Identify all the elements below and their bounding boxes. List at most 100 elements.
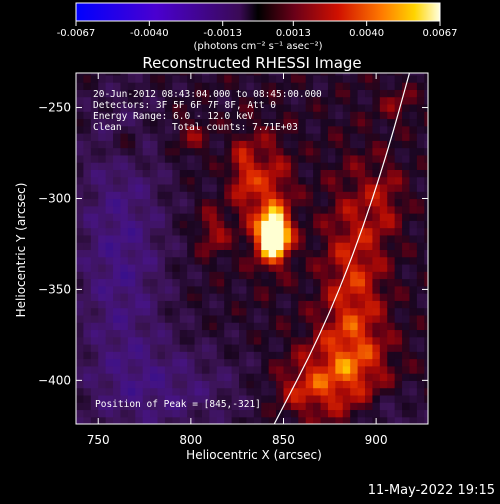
heatmap-cell bbox=[305, 278, 314, 287]
heatmap-cell bbox=[253, 351, 262, 360]
heatmap-cell bbox=[201, 242, 210, 251]
heatmap-cell bbox=[83, 322, 92, 331]
heatmap-cell bbox=[142, 358, 151, 367]
heatmap-cell bbox=[98, 409, 107, 418]
heatmap-cell bbox=[83, 394, 92, 403]
heatmap-cell bbox=[98, 191, 107, 200]
heatmap-cell bbox=[402, 343, 411, 352]
heatmap-cell bbox=[76, 373, 85, 381]
heatmap-cell bbox=[209, 351, 218, 360]
heatmap-cell bbox=[402, 96, 411, 105]
heatmap-cell bbox=[172, 394, 181, 403]
heatmap-cell bbox=[268, 74, 277, 83]
heatmap-cell bbox=[90, 147, 99, 156]
heatmap-cell bbox=[320, 402, 329, 411]
heatmap-cell bbox=[135, 103, 144, 112]
heatmap-cell bbox=[142, 133, 151, 141]
heatmap-cell bbox=[365, 343, 374, 352]
heatmap-cell bbox=[113, 162, 122, 170]
heatmap-cell bbox=[150, 234, 159, 243]
heatmap-cell bbox=[424, 213, 428, 221]
heatmap-cell bbox=[372, 140, 381, 149]
heatmap-cell bbox=[276, 162, 285, 170]
heatmap-cell bbox=[283, 300, 292, 309]
heatmap-cell bbox=[394, 416, 403, 424]
heatmap-cell bbox=[253, 74, 262, 83]
heatmap-cell bbox=[283, 249, 292, 258]
heatmap-cell bbox=[409, 263, 418, 272]
heatmap-cell bbox=[76, 162, 85, 170]
heatmap-cell bbox=[313, 249, 322, 258]
heatmap-cell bbox=[150, 249, 159, 258]
heatmap-cell bbox=[209, 133, 218, 141]
heatmap-cell bbox=[387, 300, 396, 309]
heatmap-cell bbox=[120, 322, 129, 331]
heatmap-cell bbox=[90, 242, 99, 251]
heatmap-cell bbox=[187, 103, 196, 112]
heatmap-cell bbox=[194, 365, 203, 374]
heatmap-cell bbox=[305, 336, 314, 345]
heatmap-cell bbox=[283, 96, 292, 105]
heatmap-cell bbox=[416, 409, 425, 418]
heatmap-cell bbox=[290, 402, 299, 411]
heatmap-cell bbox=[424, 365, 428, 374]
heatmap-cell bbox=[201, 220, 210, 229]
heatmap-cell bbox=[231, 89, 240, 98]
heatmap-cell bbox=[320, 322, 329, 331]
heatmap-cell bbox=[335, 416, 344, 424]
heatmap-cell bbox=[283, 314, 292, 323]
heatmap-cell bbox=[387, 322, 396, 331]
heatmap-cell bbox=[98, 74, 107, 83]
heatmap-cell bbox=[150, 227, 159, 236]
heatmap-cell bbox=[335, 249, 344, 258]
heatmap-cell bbox=[327, 198, 336, 207]
heatmap-cell bbox=[350, 322, 359, 331]
heatmap-cell bbox=[83, 154, 92, 163]
heatmap-cell bbox=[164, 82, 173, 90]
heatmap-cell bbox=[327, 300, 336, 309]
heatmap-cell bbox=[142, 351, 151, 360]
heatmap-cell bbox=[320, 249, 329, 258]
heatmap-cell bbox=[372, 278, 381, 287]
heatmap-cell bbox=[268, 351, 277, 360]
heatmap-cell bbox=[416, 111, 425, 120]
heatmap-cell bbox=[157, 373, 166, 381]
heatmap-cell bbox=[290, 133, 299, 141]
heatmap-cell bbox=[216, 103, 225, 112]
heatmap-cell bbox=[105, 373, 114, 381]
heatmap-cell bbox=[416, 263, 425, 272]
heatmap-cell bbox=[268, 89, 277, 98]
heatmap-cell bbox=[394, 373, 403, 381]
heatmap-cell bbox=[276, 271, 285, 280]
heatmap-cell bbox=[172, 220, 181, 229]
heatmap-cell bbox=[268, 183, 277, 192]
heatmap-cell bbox=[224, 322, 233, 331]
heatmap-cell bbox=[342, 213, 351, 221]
heatmap-cell bbox=[261, 147, 270, 156]
heatmap-cell bbox=[150, 89, 159, 98]
heatmap-cell bbox=[276, 74, 285, 83]
heatmap-cell bbox=[416, 278, 425, 287]
heatmap-cell bbox=[335, 314, 344, 323]
heatmap-cell bbox=[105, 358, 114, 367]
heatmap-cell bbox=[157, 205, 166, 214]
heatmap-cell bbox=[216, 365, 225, 374]
heatmap-cell bbox=[276, 89, 285, 98]
heatmap-cell bbox=[164, 74, 173, 83]
heatmap-cell bbox=[268, 365, 277, 374]
heatmap-cell bbox=[142, 183, 151, 192]
heatmap-cell bbox=[231, 343, 240, 352]
heatmap-cell bbox=[98, 242, 107, 251]
heatmap-cell bbox=[416, 133, 425, 141]
heatmap-cell bbox=[379, 154, 388, 163]
heatmap-cell bbox=[201, 380, 210, 389]
heatmap-cell bbox=[365, 380, 374, 389]
heatmap-cell bbox=[357, 74, 366, 83]
heatmap-cell bbox=[387, 183, 396, 192]
heatmap-cell bbox=[327, 402, 336, 411]
heatmap-cell bbox=[142, 213, 151, 221]
heatmap-cell bbox=[394, 147, 403, 156]
heatmap-cell bbox=[246, 300, 255, 309]
heatmap-cell bbox=[335, 409, 344, 418]
heatmap-cell bbox=[276, 380, 285, 389]
